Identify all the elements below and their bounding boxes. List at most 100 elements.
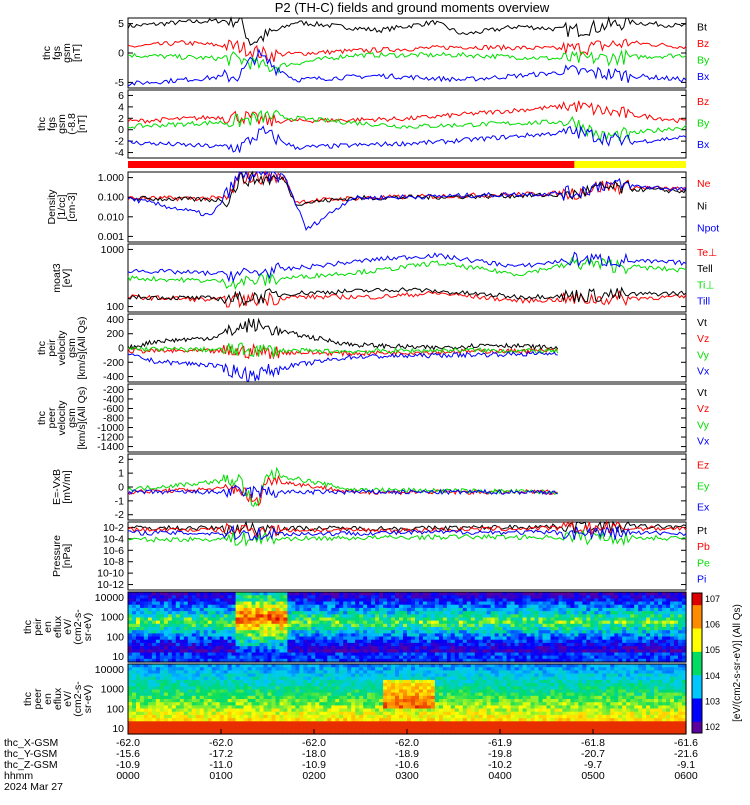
x-tick-label: 0400: [488, 770, 512, 782]
panel-ion-spec: thcpeirenefluxeV/(cm2-s-sr-eV)10000 1000 1…: [22, 592, 687, 663]
legend-tell: Tell: [697, 263, 713, 275]
legend-bx: Bx: [697, 71, 710, 83]
y-tick-label: 10-8: [103, 556, 124, 568]
y-tick-label: 10000: [95, 664, 124, 676]
panel-density: Density[1/cc][cm-3]1.0000.1000.0100.001N…: [46, 172, 719, 243]
legend-pe: Pe: [697, 557, 710, 569]
legend-ti⊥: Ti⊥: [697, 279, 715, 291]
colorbar-tick-label: 103: [705, 696, 720, 706]
y-axis-label: thcfgsgsm(-8.8[nT]: [36, 113, 88, 135]
legend-vz: Vz: [697, 403, 709, 415]
legend-vx: Vx: [697, 366, 710, 378]
y-tick-label: -2: [115, 136, 124, 148]
colorbar-tick-label: 104: [705, 671, 720, 681]
panel-electron-spec: thcpeerenefluxeV/(cm2-s-sr-eV)10000 1000 1…: [22, 664, 687, 735]
y-tick-label: 1000: [101, 684, 125, 696]
series-bt-line: [128, 18, 686, 45]
legend-bz: Bz: [697, 96, 709, 108]
legend-ez: Ez: [697, 459, 709, 471]
y-tick-label: 2: [118, 113, 124, 125]
y-tick-label: 400: [106, 314, 124, 326]
y-tick-label: 10-2: [103, 522, 124, 534]
legend-pb: Pb: [697, 541, 710, 553]
legend-pi: Pi: [697, 574, 706, 586]
legend-bx: Bx: [697, 139, 710, 151]
y-tick-label: -5: [115, 77, 124, 89]
y-tick-label: 1000: [101, 612, 125, 624]
panel-electron-velocity: thcpeervelocitygsm[km/s](All Qs)-200-400…: [36, 384, 710, 453]
y-tick-label: 100: [106, 301, 124, 313]
y-tick-label: 0.100: [98, 192, 124, 204]
y-tick-label: 10-6: [103, 545, 124, 557]
y-tick-label: -400: [103, 371, 124, 383]
series-ey-line: [128, 468, 558, 506]
mode-bar-segment: [128, 161, 574, 168]
mode-bar: [128, 161, 686, 168]
colorbar-tick-label: 107: [705, 594, 720, 604]
y-tick-label: 2: [118, 454, 124, 466]
panel-frame: [128, 384, 686, 452]
y-tick-label: 1: [118, 468, 124, 480]
x-tick-label: 0200: [302, 770, 326, 782]
legend-ex: Ex: [697, 501, 710, 513]
y-tick-label: 10: [112, 723, 124, 735]
y-tick-label: 10-10: [97, 568, 124, 580]
y-tick-label: 0.001: [98, 231, 124, 243]
legend-vz: Vz: [697, 333, 709, 345]
y-axis-label: thcpeirenefluxeV/(cm2-s-sr-eV): [22, 609, 94, 645]
y-tick-label: 100: [106, 703, 124, 715]
panel-frame: [128, 244, 686, 312]
panel-ion-velocity: thcpeirvelocitygsm[km/s](All Qs)4002000-…: [36, 314, 710, 383]
y-tick-label: 10-4: [103, 533, 124, 545]
heatmap-cells: [128, 664, 687, 735]
x-tick-label: 0000: [116, 770, 140, 782]
y-tick-label: -4: [115, 147, 124, 159]
y-axis-label: thcfgsgsm[nT]: [41, 43, 83, 63]
series-till-line: [128, 252, 686, 281]
legend-bt: Bt: [697, 21, 707, 33]
y-tick-label: 100: [106, 631, 124, 643]
series-by-line: [128, 110, 686, 141]
y-tick-label: 0: [118, 343, 124, 355]
y-axis-label: thcpeerenefluxeV/(cm2-s-sr-eV): [22, 681, 94, 717]
series-vt-line: [128, 318, 558, 349]
legend-vx: Vx: [697, 436, 710, 448]
legend-npot: Npot: [697, 222, 719, 234]
y-tick-label: 1.000: [98, 172, 124, 184]
colorbar-tick-label: 105: [705, 645, 720, 655]
y-tick-label: 0: [118, 124, 124, 136]
legend-vt: Vt: [697, 387, 707, 399]
legend-by: By: [697, 55, 710, 67]
legend-ne: Ne: [697, 178, 711, 190]
y-tick-label: 0: [118, 482, 124, 494]
date-label: 2024 Mar 27: [4, 781, 63, 793]
legend-te⊥: Te⊥: [697, 247, 717, 259]
panel-frame: [128, 90, 686, 158]
legend-vt: Vt: [697, 317, 707, 329]
y-tick-label: 10-12: [97, 579, 124, 591]
x-tick-label: 0100: [209, 770, 233, 782]
legend-pt: Pt: [697, 525, 707, 537]
series-bz-line: [128, 39, 686, 62]
legend-by: By: [697, 117, 710, 129]
series-ez-line: [128, 476, 558, 505]
colorbar-label: [eV/(cm2-s-sr-eV)] (All Qs): [732, 604, 743, 722]
plot-title: P2 (TH-C) fields and ground moments over…: [275, 0, 550, 15]
legend-bz: Bz: [697, 38, 709, 50]
panel-frame: [128, 314, 686, 382]
x-tick-label: 0600: [674, 770, 698, 782]
y-axis-label: Density[1/cc][cm-3]: [46, 189, 78, 225]
y-tick-label: 4: [118, 101, 124, 113]
y-tick-label: 6: [118, 90, 124, 102]
x-tick-label: 0500: [581, 770, 605, 782]
series-npot-line: [128, 172, 686, 230]
y-tick-label: 10: [112, 651, 124, 663]
legend-vy: Vy: [697, 349, 710, 361]
y-axis-label: E=-VxB[mV/m]: [51, 469, 73, 505]
y-tick-label: 10000: [95, 592, 124, 604]
panel-frame: [128, 454, 686, 520]
